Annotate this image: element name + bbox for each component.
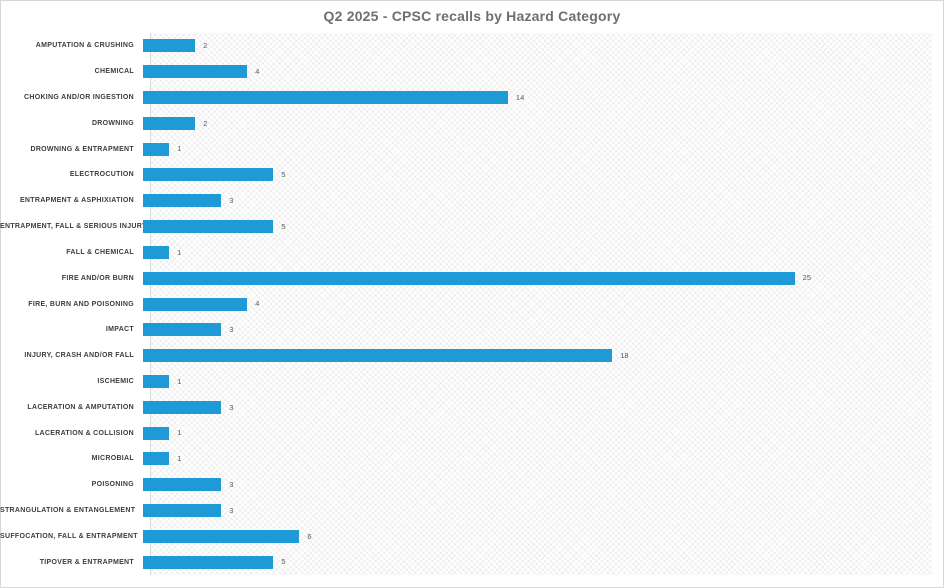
chart-row: ISCHEMIC 1	[0, 369, 932, 395]
value-label: 3	[229, 196, 234, 206]
chart-row: FIRE AND/OR BURN 25	[0, 265, 932, 291]
bar	[143, 400, 222, 414]
category-label: TIPOVER & ENTRAPMENT	[39, 558, 134, 566]
value-label: 6	[307, 531, 312, 541]
bar	[143, 374, 170, 388]
chart-row: STRANGULATION & ENTANGLEMENT 3	[0, 498, 932, 524]
value-label: 4	[255, 299, 260, 309]
category-label: AMPUTATION & CRUSHING	[35, 42, 134, 50]
value-label: 2	[203, 118, 208, 128]
value-label: 3	[229, 479, 234, 489]
chart-row: DROWNING 2	[0, 110, 932, 136]
value-label: 1	[177, 247, 182, 257]
category-label: DROWNING	[91, 119, 134, 127]
chart-title: Q2 2025 - CPSC recalls by Hazard Categor…	[323, 8, 621, 24]
bar	[143, 478, 222, 492]
bar	[143, 220, 274, 234]
category-label: IMPACT	[105, 326, 134, 334]
category-label: DROWNING & ENTRAPMENT	[30, 145, 134, 153]
bar	[143, 426, 170, 440]
value-label: 3	[229, 325, 234, 335]
value-label: 18	[620, 350, 629, 360]
category-label: FIRE, BURN AND POISONING	[28, 300, 134, 308]
chart-row: FALL & CHEMICAL 1	[0, 240, 932, 266]
value-label: 4	[255, 66, 260, 76]
bar	[143, 529, 300, 543]
value-label: 3	[229, 402, 234, 412]
plot-area	[150, 33, 932, 575]
value-label: 1	[177, 454, 182, 464]
category-label: SUFFOCATION, FALL & ENTRAPMENT	[0, 532, 138, 540]
bar	[143, 323, 222, 337]
category-label: MICROBIAL	[91, 455, 134, 463]
category-label: POISONING	[91, 481, 134, 489]
category-label: ELECTROCUTION	[69, 171, 134, 179]
value-label: 1	[177, 428, 182, 438]
bar	[143, 349, 613, 363]
chart-row: TIPOVER & ENTRAPMENT 5	[0, 549, 932, 575]
category-label: ISCHEMIC	[97, 377, 134, 385]
chart-row: CHOKING AND/OR INGESTION 14	[0, 85, 932, 111]
chart-row: ENTRAPMENT, FALL & SERIOUS INJURY 5	[0, 214, 932, 240]
value-label: 5	[281, 557, 286, 567]
value-label: 25	[802, 273, 811, 283]
category-label: ENTRAPMENT & ASPHIXIATION	[19, 197, 134, 205]
chart-row: POISONING 3	[0, 472, 932, 498]
category-label: INJURY, CRASH AND/OR FALL	[24, 352, 134, 360]
bar	[143, 555, 274, 569]
category-label: LACERATION & AMPUTATION	[27, 403, 134, 411]
category-label: FALL & CHEMICAL	[66, 248, 134, 256]
bar	[143, 142, 170, 156]
value-label: 3	[229, 505, 234, 515]
bar	[143, 194, 222, 208]
chart-row: DROWNING & ENTRAPMENT 1	[0, 136, 932, 162]
value-label: 5	[281, 221, 286, 231]
chart-row: LACERATION & COLLISION 1	[0, 420, 932, 446]
chart-row: INJURY, CRASH AND/OR FALL 18	[0, 343, 932, 369]
category-label: LACERATION & COLLISION	[34, 429, 134, 437]
chart-row: IMPACT 3	[0, 317, 932, 343]
category-label: CHOKING AND/OR INGESTION	[24, 94, 134, 102]
value-label: 2	[203, 41, 208, 51]
category-label: ENTRAPMENT, FALL & SERIOUS INJURY	[0, 223, 147, 231]
category-label: CHEMICAL	[94, 68, 134, 76]
chart-row: ENTRAPMENT & ASPHIXIATION 3	[0, 188, 932, 214]
bar	[143, 65, 248, 79]
chart-row: MICROBIAL 1	[0, 446, 932, 472]
value-label: 14	[515, 92, 525, 102]
bar	[143, 504, 222, 518]
value-label: 1	[177, 376, 182, 386]
bar	[143, 91, 508, 105]
value-label: 1	[177, 144, 182, 154]
chart-row: CHEMICAL 4	[0, 59, 932, 85]
category-label: STRANGULATION & ENTANGLEMENT	[0, 507, 136, 515]
chart-row: AMPUTATION & CRUSHING 2	[0, 33, 932, 59]
bar	[143, 452, 170, 466]
bar	[143, 168, 274, 182]
value-label: 5	[281, 170, 286, 180]
bar	[143, 245, 170, 259]
bar	[143, 116, 196, 130]
category-label: FIRE AND/OR BURN	[61, 274, 134, 282]
chart-row: SUFFOCATION, FALL & ENTRAPMENT 6	[0, 523, 932, 549]
chart-row: ELECTROCUTION 5	[0, 162, 932, 188]
chart-row: FIRE, BURN AND POISONING 4	[0, 291, 932, 317]
bar	[143, 297, 248, 311]
bar-rows-container: AMPUTATION & CRUSHING 2 CHEMICAL 4 CHOKING A…	[0, 33, 932, 575]
bar	[143, 39, 196, 53]
chart-row: LACERATION & AMPUTATION 3	[0, 394, 932, 420]
bar	[143, 271, 795, 285]
